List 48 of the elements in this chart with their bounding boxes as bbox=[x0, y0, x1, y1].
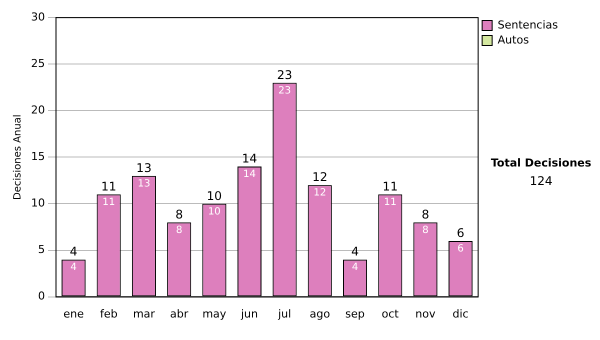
x-tick-label: ene bbox=[63, 307, 84, 320]
x-tick-label: ago bbox=[310, 307, 330, 320]
x-tick-label: nov bbox=[415, 307, 436, 320]
x-tick-label: feb bbox=[100, 307, 118, 320]
data-label: 23 bbox=[278, 85, 292, 96]
x-tick-label: abr bbox=[170, 307, 189, 320]
data-label: 6 bbox=[457, 244, 464, 255]
data-label: 14 bbox=[243, 169, 256, 180]
total-label: 11 bbox=[101, 180, 116, 194]
legend-label: Sentencias bbox=[498, 18, 558, 32]
y-tick-label: 10 bbox=[30, 196, 45, 210]
data-label: 4 bbox=[352, 262, 358, 274]
text: 124 bbox=[530, 174, 553, 188]
y-tick-label: 25 bbox=[30, 56, 45, 70]
data-label: 8 bbox=[176, 224, 182, 236]
total-label: 12 bbox=[312, 170, 328, 184]
x-tick-label: jun bbox=[240, 307, 258, 320]
y-tick-label: 30 bbox=[30, 10, 45, 24]
data-label: 10 bbox=[208, 206, 221, 218]
total-label: 8 bbox=[175, 207, 183, 222]
total-label: 4 bbox=[70, 244, 78, 259]
data-label: 4 bbox=[70, 262, 77, 274]
total-label: 13 bbox=[136, 160, 152, 175]
total-label: 23 bbox=[277, 68, 292, 82]
y-tick-label: 5 bbox=[38, 243, 45, 256]
total-label: 8 bbox=[422, 207, 430, 222]
data-label: 11 bbox=[384, 197, 397, 208]
total-label: 14 bbox=[242, 152, 258, 166]
x-tick-label: sep bbox=[345, 307, 365, 320]
data-label: 8 bbox=[422, 224, 429, 236]
x-tick-label: may bbox=[202, 307, 227, 320]
legend-label: Autos bbox=[498, 33, 530, 46]
y-tick-label: 15 bbox=[30, 150, 45, 164]
total-label: 4 bbox=[351, 244, 359, 259]
x-tick-label: oct bbox=[382, 307, 400, 320]
data-label: 12 bbox=[313, 188, 326, 199]
total-label: 11 bbox=[382, 180, 398, 194]
y-tick-label: 20 bbox=[30, 104, 45, 117]
y-tick-label: 0 bbox=[38, 290, 45, 303]
data-label: 13 bbox=[138, 178, 150, 190]
data-label: 11 bbox=[102, 197, 116, 208]
x-tick-label: jul bbox=[277, 307, 292, 320]
x-tick-label: dic bbox=[452, 307, 469, 320]
total-label: 6 bbox=[456, 226, 464, 240]
y-axis-title: Decisiones Anual bbox=[12, 114, 24, 200]
x-tick-label: mar bbox=[132, 307, 156, 320]
total-label: 10 bbox=[206, 188, 222, 203]
text: Total Decisiones bbox=[490, 156, 592, 170]
